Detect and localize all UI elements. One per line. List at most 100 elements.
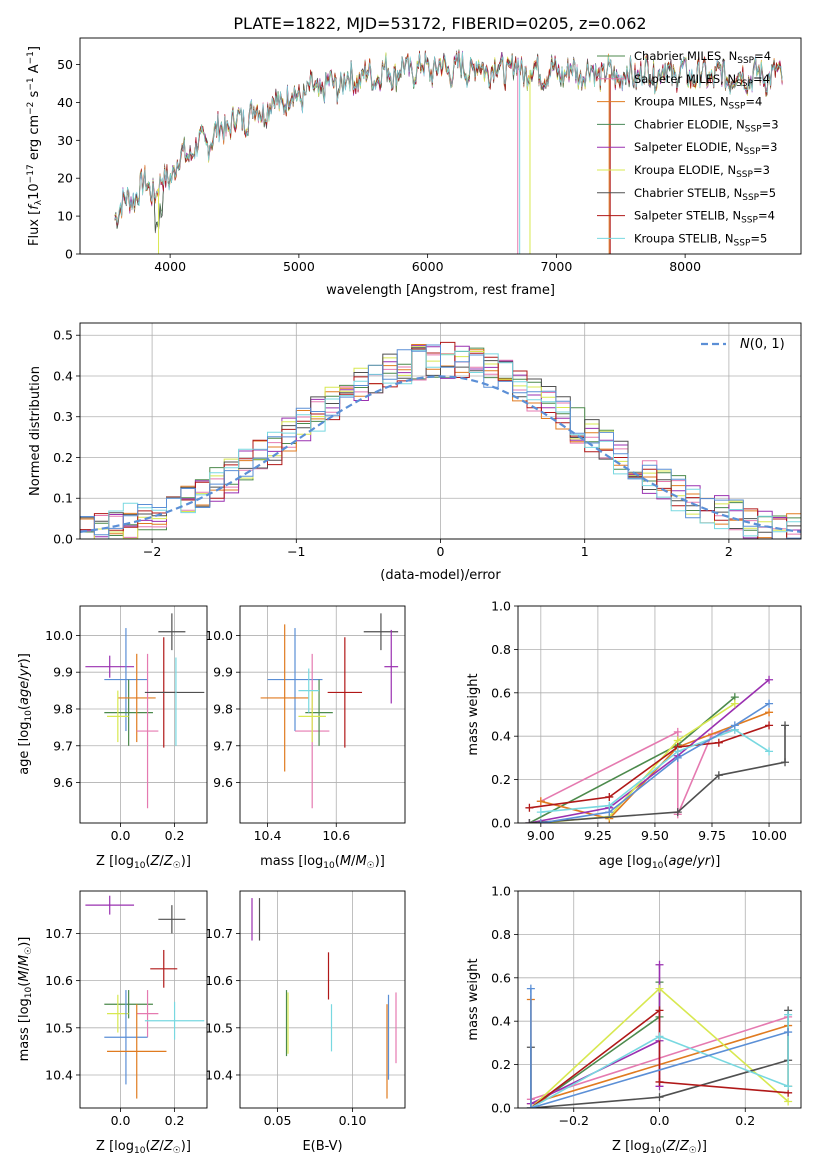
plus-marker (765, 721, 774, 730)
error-bar-point (267, 628, 323, 732)
plus-marker (536, 819, 545, 823)
y-tick-label: 0.2 (491, 1057, 511, 1072)
x-tick-label: −2 (143, 544, 161, 559)
y-tick-label: 10.4 (45, 1067, 73, 1082)
x-tick-label: 9.00 (527, 828, 555, 843)
plus-marker (655, 1006, 664, 1015)
x-tick-label: 7000 (540, 259, 572, 274)
y-tick-label: 0.5 (53, 328, 73, 343)
error-bar-point (144, 1001, 205, 1040)
x-axis-label: E(B-V) (302, 1139, 342, 1154)
legend-label: Kroupa STELIB, NSSP=5 (634, 231, 767, 248)
x-tick-label: 9.50 (641, 828, 669, 843)
mass-weight-line (540, 711, 770, 820)
y-tick-label: 10.5 (205, 1020, 233, 1035)
plus-marker (655, 984, 664, 993)
plus-marker (655, 1032, 664, 1041)
plus-marker (765, 675, 774, 684)
x-tick-label: 0.05 (264, 1113, 292, 1128)
error-bar-point (384, 629, 399, 704)
plus-marker (765, 747, 774, 756)
plot-mass-vs-Z: 0.0 0.2 10.4 10.5 10.6 10.7 Z [log10(Z/Z☉)] mas… (17, 890, 208, 1156)
x-tick-label: 1 (581, 544, 589, 559)
x-tick-label: 6000 (412, 259, 444, 274)
plot-area-residuals (80, 341, 801, 539)
legend: Chabrier MILES, NSSP=4 Salpeter MILES, NS… (597, 49, 779, 248)
x-tick-label: 0.0 (111, 828, 131, 843)
plus-marker (765, 699, 774, 708)
legend-label: Salpeter ELODIE, NSSP=3 (634, 140, 777, 157)
y-tick-label: 10 (57, 209, 73, 224)
x-tick-label: 0.10 (339, 1113, 367, 1128)
legend-label: Chabrier STELIB, NSSP=5 (634, 186, 776, 203)
axes-frame (239, 890, 406, 1109)
plus-marker (536, 808, 545, 817)
plus-marker (714, 738, 723, 747)
y-tick-label: 0.8 (491, 927, 511, 942)
plot-mass-vs-ebv: 0.05 0.10 10.4 10.5 10.6 10.7 E(B-V) (205, 890, 406, 1154)
mass-weight-line (530, 1008, 789, 1108)
error-bar-point (117, 653, 156, 743)
x-tick-label: −1 (287, 544, 305, 559)
plus-marker (655, 960, 664, 969)
y-axis-label: mass weight (466, 958, 481, 1040)
spectrum-line (114, 51, 783, 224)
plus-marker (730, 699, 739, 708)
histogram-step (80, 344, 801, 539)
x-tick-label: 0.2 (165, 1113, 185, 1128)
y-tick-label: 10.5 (45, 1020, 73, 1035)
y-tick-label: 9.6 (213, 775, 233, 790)
plus-marker (655, 1093, 664, 1102)
axes-frame (79, 37, 802, 255)
y-tick-label: 9.7 (53, 738, 73, 753)
plus-marker (525, 803, 534, 812)
plots-layer: 4000 5000 6000 7000 800001020304050wavelengt… (17, 37, 802, 1156)
plus-marker (526, 984, 535, 993)
plot-area-mass-vs-Z (85, 895, 205, 1099)
x-tick-label: 0.2 (735, 1113, 755, 1128)
x-axis-label: wavelength [Angstrom, rest frame] (326, 283, 555, 298)
plus-marker (673, 808, 682, 817)
x-tick-label: 0.0 (650, 1113, 670, 1128)
axes-frame (239, 605, 406, 824)
y-tick-label: 9.9 (213, 665, 233, 680)
legend-label: Salpeter MILES, NSSP=4 (634, 72, 770, 89)
x-axis-label: Z [log10(Z/Z☉)] (612, 1139, 707, 1156)
figure-title: PLATE=1822, MJD=53172, FIBERID=0205, z=0… (233, 14, 646, 33)
plot-age-vs-Z: 0.0 0.2 9.6 9.7 9.8 9.9 10.0 Z [log10(Z/Z☉)] age… (17, 605, 208, 871)
y-tick-label: 0.0 (491, 816, 511, 831)
plus-marker (765, 708, 774, 717)
y-axis-label: age [log10(age/yr)] (17, 653, 34, 775)
plus-marker (673, 727, 682, 736)
plus-marker (784, 1028, 793, 1037)
x-tick-label: 5000 (283, 259, 315, 274)
y-axis-label: mass weight (466, 673, 481, 755)
error-bar-point (150, 949, 178, 988)
x-tick-label: −0.2 (559, 1113, 589, 1128)
x-axis-label: Z [log10(Z/Z☉)] (96, 1139, 191, 1156)
error-bar-point (104, 990, 148, 1085)
y-tick-label: 0.4 (53, 368, 73, 383)
y-tick-label: 10.6 (45, 973, 73, 988)
error-bar-point (104, 679, 153, 746)
y-tick-label: 0.6 (491, 685, 511, 700)
plot-area-spectrum (114, 49, 783, 254)
plot-area-mass-vs-ebv (251, 898, 397, 1099)
legend-label: Chabrier ELODIE, NSSP=3 (634, 117, 779, 134)
x-tick-label: 10.4 (254, 828, 282, 843)
error-bar-point (298, 690, 326, 743)
plot-area-age-vs-mass (260, 613, 399, 809)
x-axis-label: Z [log10(Z/Z☉)] (96, 854, 191, 871)
y-axis-label: Flux [fλ10−17 erg cm−2 s−1 A−1] (26, 46, 44, 246)
histogram-step (80, 347, 801, 539)
y-tick-label: 0.8 (491, 642, 511, 657)
error-bar-point (363, 613, 399, 651)
y-tick-label: 10.7 (45, 926, 73, 941)
x-axis-label: age [log10(age/yr)] (599, 854, 721, 871)
y-tick-label: 50 (57, 57, 73, 72)
error-bar-point (107, 690, 129, 743)
y-tick-label: 10.0 (205, 628, 233, 643)
x-axis-label: (data-model)/error (380, 568, 501, 583)
error-bar-point (158, 613, 186, 651)
y-tick-label: 40 (57, 95, 73, 110)
